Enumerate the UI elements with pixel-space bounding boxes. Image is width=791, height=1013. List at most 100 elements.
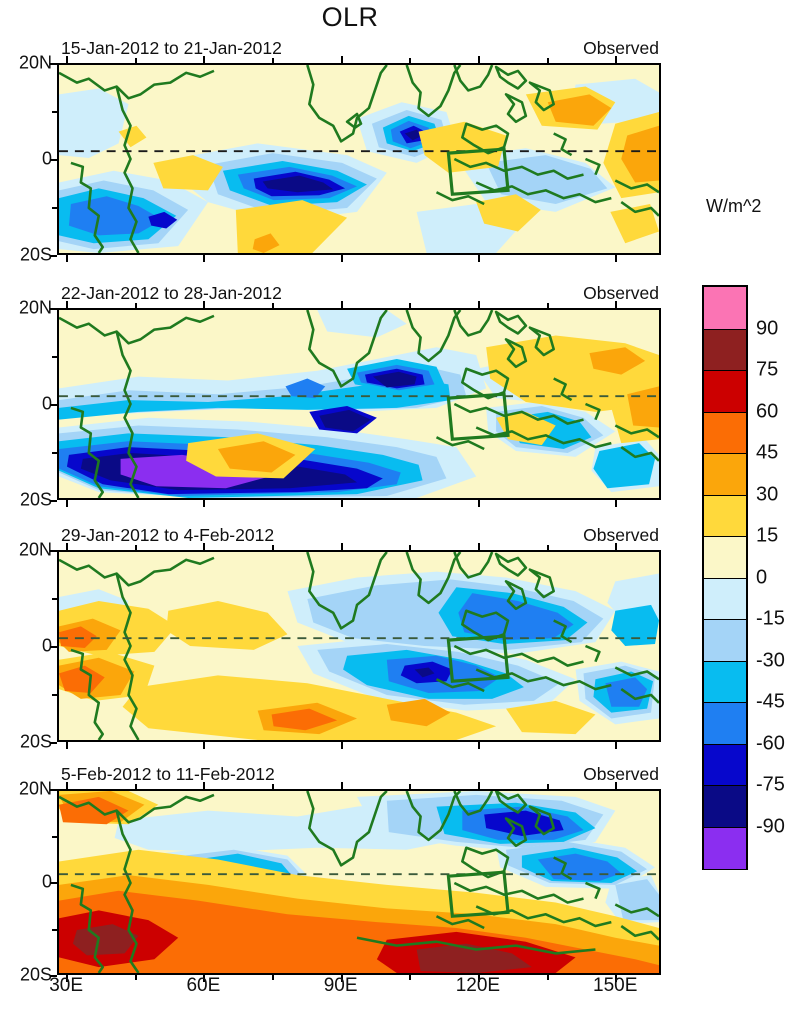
panel-3-ytick-20n: 20N <box>18 539 52 560</box>
colorbar-swatch-9 <box>704 660 746 703</box>
panel-2-xtickmark-bot-150e <box>615 500 618 507</box>
panel-4-xtickmark-bot-60e <box>203 975 206 982</box>
panel-1-xtickmark-minor-1 <box>134 58 137 63</box>
panel-2-field <box>59 310 659 498</box>
panel-2-run-label: Observed <box>583 283 659 303</box>
panel-2-date-label: 22-Jan-2012 to 28-Jan-2012 <box>61 283 282 303</box>
panel-4-ytick-20s: 20S <box>19 964 52 985</box>
panel-3-xtickmark-30e <box>66 543 69 550</box>
panel-4-ytick-0: 0 <box>41 871 52 892</box>
colorbar-swatch-2 <box>704 370 746 413</box>
panel-1-xtickmark-minor-2 <box>272 58 274 63</box>
panel-2-ytickmark-0 <box>50 404 57 406</box>
panel-2-xtickmark-minor-1 <box>134 303 137 308</box>
xlabel-30e: 30E <box>49 975 83 996</box>
panel-4-ytick-20n: 20N <box>18 778 52 799</box>
panel-4-xtickmark-bot-minor-4 <box>546 975 549 980</box>
colorbar-swatch-4 <box>704 453 746 496</box>
colorbar-tick-15: 15 <box>756 524 779 547</box>
panel-1-date-label: 15-Jan-2012 to 21-Jan-2012 <box>61 38 282 58</box>
panel-1-xtickmark-30e <box>66 56 69 63</box>
panel-1-ytickmark-0 <box>50 159 57 161</box>
colorbar-tick-labels: 90 75 60 45 30 15 0 -15 -30 -45 -60 -75 -90 <box>756 285 791 870</box>
panel-1-field <box>59 65 659 253</box>
panel-4-xtickmark-bot-minor-3 <box>409 975 412 980</box>
panel-3: 29-Jan-2012 to 4-Feb-2012 Observed <box>19 525 661 752</box>
panel-2-xtickmark-minor-2 <box>272 303 274 308</box>
panel-4-ytickmark-20n <box>50 789 57 791</box>
panel-2-xtickmark-bot-30e <box>66 500 69 507</box>
panel-4-ytickmark-20s <box>50 975 57 977</box>
panel-1-xtickmark-150e <box>615 56 618 63</box>
panel-4-xtickmark-bot-minor-2 <box>272 975 274 980</box>
panel-2-ytickmark-minor-2 <box>52 452 57 454</box>
panel-2-map <box>57 308 661 500</box>
colorbar-tick-60: 60 <box>756 400 779 422</box>
panel-2-ytick-0: 0 <box>41 393 52 414</box>
panel-3-ytickmark-0 <box>50 646 57 648</box>
panel-4-xtickmark-90e <box>340 782 343 789</box>
panel-2-xtickmark-90e <box>340 301 343 308</box>
panel-3-xtickmark-bot-30e <box>66 742 69 749</box>
panel-1-ytickmark-20s <box>50 255 57 257</box>
colorbar-swatch-0 <box>704 287 746 329</box>
panel-1-ytickmark-minor-1 <box>52 111 57 113</box>
panel-3-xtickmark-bot-120e <box>477 742 480 749</box>
panel-4-xtickmark-150e <box>615 782 618 789</box>
panel-1-xtickmark-minor-4 <box>546 58 549 63</box>
panel-4-xtickmark-bot-90e <box>340 975 343 982</box>
colorbar-swatch-3 <box>704 411 746 454</box>
panel-1-ytick-20s: 20S <box>19 244 52 265</box>
panel-4-xtickmark-bot-150e <box>615 975 618 982</box>
panel-3-map <box>57 550 661 742</box>
xlabel-150e: 150E <box>593 975 638 996</box>
panel-3-xtickmark-minor-2 <box>272 545 274 550</box>
xlabel-60e: 60E <box>186 975 221 996</box>
panel-1-ytick-20n: 20N <box>18 52 52 73</box>
panel-3-ytick-0: 0 <box>41 635 52 656</box>
colorbar-swatch-6 <box>704 536 746 579</box>
panel-2-xtickmark-bot-90e <box>340 500 343 507</box>
panel-2-ytickmark-minor-1 <box>52 356 57 358</box>
panel-2-xtickmark-bot-60e <box>203 500 206 507</box>
panel-1-map <box>57 63 661 255</box>
colorbar-tick-neg60: -60 <box>756 732 785 754</box>
panel-3-ytickmark-20s <box>50 742 57 744</box>
panel-3-xtickmark-minor-3 <box>409 545 412 550</box>
panel-4-date-label: 5-Feb-2012 to 11-Feb-2012 <box>61 764 275 784</box>
panel-1-xtickmark-bot-150e <box>615 255 618 262</box>
colorbar-swatch-13 <box>704 826 746 869</box>
panel-2-xtickmark-60e <box>203 301 206 308</box>
panel-1-xtickmark-bot-60e <box>203 255 206 262</box>
panel-3-xtickmark-minor-4 <box>546 545 549 550</box>
colorbar-swatch-7 <box>704 577 746 620</box>
panel-2-xtickmark-bot-120e <box>477 500 480 507</box>
panel-4-ytickmark-minor-1 <box>52 835 57 838</box>
panel-1-xtickmark-minor-3 <box>409 58 412 63</box>
panel-1: 15-Jan-2012 to 21-Jan-2012 Observed <box>19 38 661 265</box>
panel-3-xtickmark-minor-1 <box>134 545 137 550</box>
panel-2-ytick-20s: 20S <box>19 489 52 510</box>
panel-4-xtickmark-minor-1 <box>134 784 137 789</box>
panel-3-xtickmark-150e <box>615 543 618 550</box>
panel-3-xtickmark-bot-60e <box>203 742 206 749</box>
panel-2-ytick-20n: 20N <box>18 297 52 318</box>
colorbar-swatch-11 <box>704 743 746 786</box>
panel-3-ytickmark-minor-1 <box>52 598 57 600</box>
panel-2-ytickmark-20s <box>50 500 57 502</box>
panel-3-xtickmark-bot-150e <box>615 742 618 749</box>
colorbar-swatch-5 <box>704 494 746 537</box>
colorbar-tick-neg90: -90 <box>756 815 785 837</box>
colorbar <box>702 285 748 870</box>
panel-1-xtickmark-bot-90e <box>340 255 343 262</box>
panel-2-xtickmark-minor-4 <box>546 303 549 308</box>
panel-3-xtickmark-bot-90e <box>340 742 343 749</box>
panel-4-ytickmark-minor-2 <box>52 928 57 931</box>
colorbar-tick-neg15: -15 <box>756 607 785 630</box>
panel-2-xtickmark-120e <box>477 301 480 308</box>
panel-3-ytick-20s: 20S <box>19 731 52 752</box>
xlabel-90e: 90E <box>323 975 358 996</box>
panel-2-xtickmark-minor-3 <box>409 303 412 308</box>
panel-4-xtickmark-30e <box>66 782 69 789</box>
